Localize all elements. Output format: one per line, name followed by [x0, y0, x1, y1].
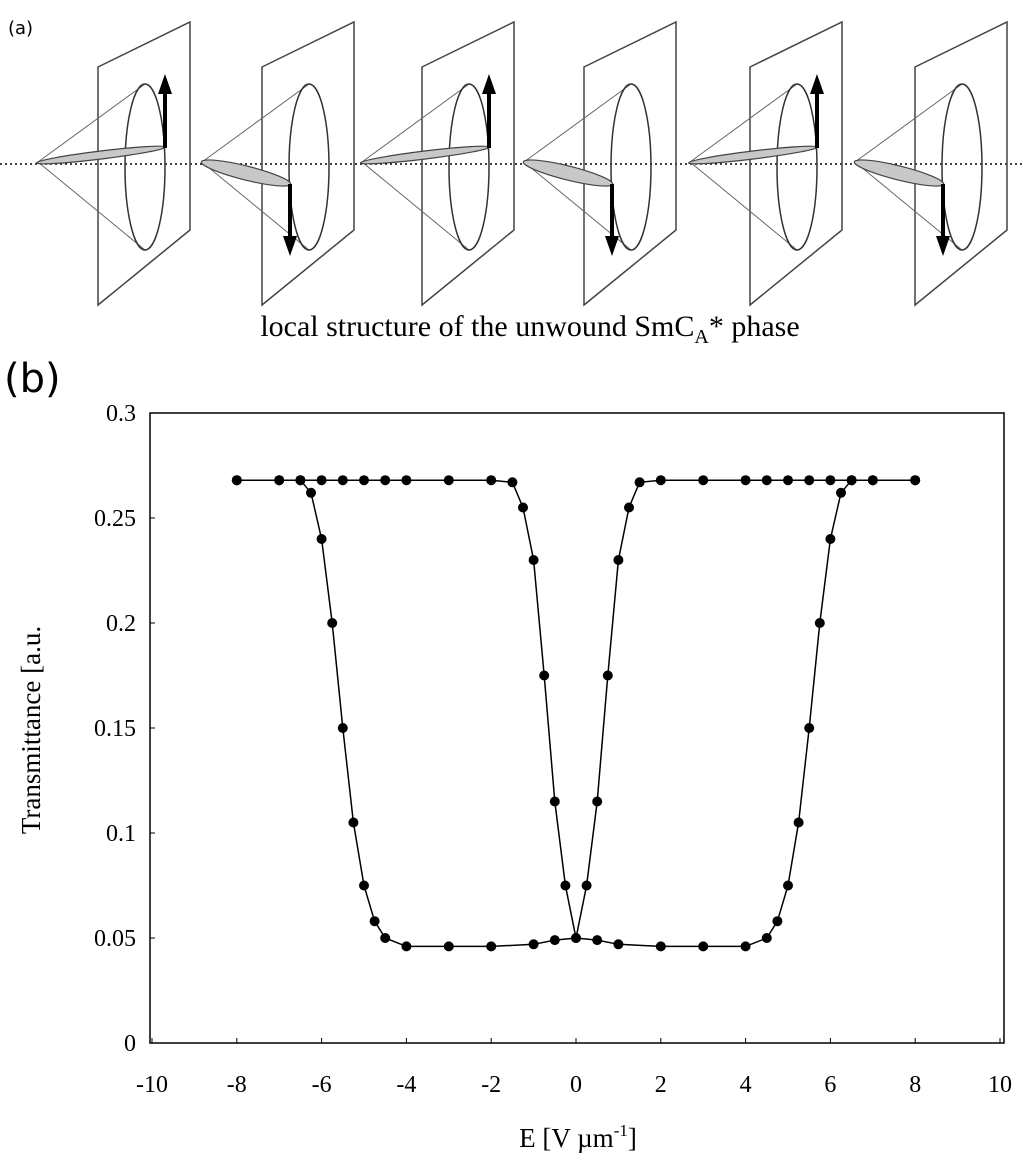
data-point — [634, 477, 645, 488]
data-point — [740, 941, 751, 952]
data-point — [772, 916, 783, 927]
data-point — [348, 817, 359, 828]
data-point — [443, 941, 454, 952]
data-point — [380, 933, 391, 943]
x-tick-label: -8 — [227, 1072, 247, 1098]
data-point — [592, 796, 603, 807]
y-tick-label: 0.15 — [94, 716, 136, 742]
data-point — [507, 477, 518, 488]
y-tick-label: 0.25 — [94, 506, 136, 532]
data-point — [698, 941, 709, 952]
data-point — [581, 880, 592, 891]
x-tick-label: 4 — [740, 1072, 752, 1098]
data-point — [761, 475, 772, 486]
data-point — [274, 475, 285, 486]
data-point — [836, 487, 846, 498]
data-point — [380, 475, 391, 486]
data-point — [443, 475, 454, 486]
data-point — [613, 939, 624, 950]
panel-a: (a) local structure of the unwound SmCA*… — [0, 18, 1024, 348]
x-axis-label: E [V µm-1] — [519, 1121, 637, 1153]
x-tick-label: -10 — [136, 1072, 168, 1098]
data-point — [867, 475, 878, 486]
y-tick-label: 0.3 — [106, 401, 136, 427]
data-point — [592, 935, 603, 946]
data-point — [549, 935, 560, 946]
y-tick-label: 0 — [124, 1031, 136, 1057]
series-line — [236, 479, 916, 948]
data-point — [337, 475, 348, 486]
data-point — [316, 534, 327, 544]
series-line — [236, 479, 916, 948]
data-point — [571, 933, 581, 943]
data-point — [624, 502, 634, 513]
caption-text: local structure of the unwound SmC — [260, 310, 694, 343]
data-point — [528, 939, 539, 950]
panel-label: (b) — [4, 356, 61, 402]
x-tick-label: -4 — [396, 1072, 416, 1098]
data-point — [560, 880, 571, 891]
y-tick-label: 0.2 — [106, 611, 136, 637]
data-point — [337, 723, 348, 733]
y-tick-label: 0.05 — [94, 926, 136, 952]
data-point — [602, 670, 613, 681]
data-point — [231, 475, 242, 486]
data-point — [804, 475, 815, 486]
data-point — [316, 475, 327, 486]
y-tick-label: 0.1 — [106, 821, 136, 847]
data-point — [369, 916, 380, 927]
panel-label: (a) — [8, 18, 33, 39]
data-point — [613, 555, 624, 565]
data-point — [825, 534, 836, 544]
data-point — [740, 475, 751, 486]
data-point — [359, 880, 369, 891]
plot-frame — [149, 412, 1005, 1044]
data-point — [655, 941, 666, 952]
data-point — [539, 670, 550, 681]
x-axis-label-text: E [V µm — [519, 1123, 614, 1153]
data-point — [359, 475, 369, 486]
chart: (b) Transmittance [a.u. E [V µm-1] 0 0.05… — [4, 356, 1012, 1153]
molecule-layer — [519, 20, 678, 307]
x-tick-label: -2 — [481, 1072, 501, 1098]
data-point — [814, 618, 825, 628]
x-tick-label: 0 — [570, 1072, 582, 1098]
data-point — [655, 475, 666, 486]
data-point — [486, 475, 497, 486]
x-axis-label-sup: -1 — [614, 1121, 628, 1140]
data-point — [910, 475, 921, 486]
data-point — [295, 475, 306, 486]
caption-subscript: A — [694, 326, 709, 348]
data-point — [549, 796, 560, 807]
x-tick-label: 2 — [655, 1072, 667, 1098]
data-point — [518, 502, 528, 513]
data-point — [401, 941, 412, 952]
molecule-layer — [850, 20, 1009, 307]
data-point — [401, 475, 412, 486]
data-point — [306, 487, 316, 498]
data-point — [698, 475, 709, 486]
data-point — [783, 475, 793, 486]
x-tick-label: 8 — [909, 1072, 921, 1098]
caption: local structure of the unwound SmCA* pha… — [260, 310, 799, 348]
x-tick-label: 6 — [824, 1072, 836, 1098]
x-axis-label-suffix: ] — [628, 1123, 637, 1153]
data-point — [327, 618, 338, 628]
x-tick-label: -6 — [312, 1072, 332, 1098]
data-point — [783, 880, 793, 891]
molecule-layer — [685, 20, 844, 307]
data-point — [804, 723, 815, 733]
data-point — [846, 475, 857, 486]
data-point — [761, 933, 772, 943]
y-axis-label: Transmittance [a.u. — [16, 626, 46, 834]
caption-suffix: * phase — [709, 310, 800, 343]
data-point — [486, 941, 497, 952]
data-point — [825, 475, 836, 486]
data-point — [528, 555, 539, 565]
data-point — [793, 817, 804, 828]
x-tick-label: 10 — [988, 1072, 1012, 1098]
